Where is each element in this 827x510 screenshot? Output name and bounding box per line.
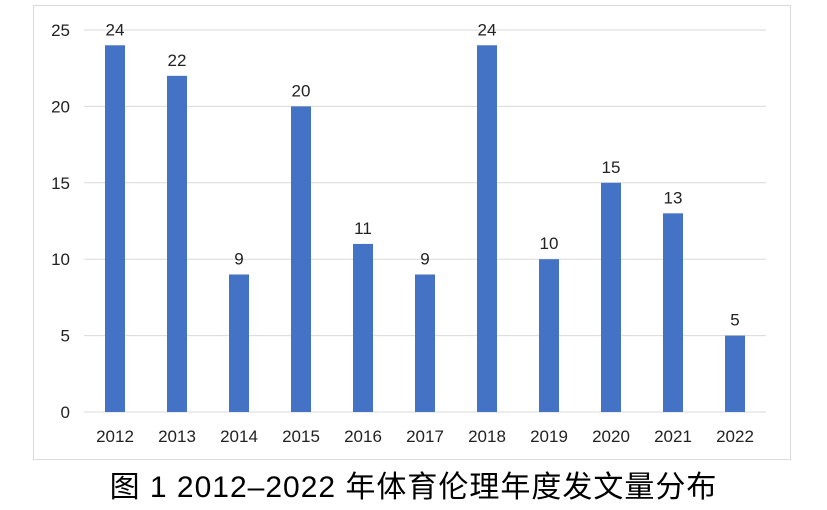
data-label: 15 bbox=[602, 158, 621, 177]
bar bbox=[105, 45, 125, 412]
x-tick-label: 2019 bbox=[530, 427, 568, 446]
bar bbox=[353, 243, 373, 412]
x-tick-label: 2022 bbox=[716, 427, 754, 446]
data-labels: 24 22 9 20 11 9 24 10 15 13 5 bbox=[106, 20, 740, 329]
data-label: 13 bbox=[664, 188, 683, 207]
figure-caption: 图 1 2012–2022 年体育伦理年度发文量分布 bbox=[109, 471, 718, 504]
x-axis-ticks: 2012 2013 2014 2015 2016 2017 2018 2019 2020 2021… bbox=[96, 427, 754, 446]
data-label: 5 bbox=[730, 311, 739, 330]
data-label: 11 bbox=[354, 219, 372, 238]
data-label: 9 bbox=[234, 249, 243, 268]
bar bbox=[229, 274, 249, 412]
data-label: 20 bbox=[292, 81, 311, 100]
x-tick-label: 2021 bbox=[654, 427, 692, 446]
data-label: 10 bbox=[540, 234, 559, 253]
y-tick-label: 20 bbox=[51, 97, 70, 116]
bar bbox=[167, 75, 187, 412]
data-label: 24 bbox=[478, 20, 497, 39]
bar bbox=[725, 335, 745, 412]
x-tick-label: 2013 bbox=[158, 427, 196, 446]
bar bbox=[477, 45, 497, 412]
x-tick-label: 2015 bbox=[282, 427, 320, 446]
data-label: 22 bbox=[168, 51, 187, 70]
x-tick-label: 2018 bbox=[468, 427, 506, 446]
y-tick-label: 0 bbox=[61, 403, 70, 422]
x-tick-label: 2012 bbox=[96, 427, 134, 446]
bar bbox=[663, 213, 683, 412]
bar bbox=[539, 259, 559, 412]
y-tick-label: 15 bbox=[51, 174, 70, 193]
x-tick-label: 2017 bbox=[406, 427, 444, 446]
x-tick-label: 2020 bbox=[592, 427, 630, 446]
data-label: 9 bbox=[420, 249, 429, 268]
gridlines bbox=[84, 29, 766, 413]
bar bbox=[291, 106, 311, 413]
y-tick-label: 10 bbox=[51, 250, 70, 269]
y-tick-label: 25 bbox=[51, 21, 70, 40]
data-label: 24 bbox=[106, 20, 125, 39]
y-tick-label: 5 bbox=[61, 327, 70, 346]
bar bbox=[415, 274, 435, 412]
bar bbox=[601, 182, 621, 412]
x-tick-label: 2016 bbox=[344, 427, 382, 446]
bars bbox=[105, 45, 745, 413]
x-tick-label: 2014 bbox=[220, 427, 258, 446]
y-axis-ticks: 0 5 10 15 20 25 bbox=[51, 21, 70, 422]
